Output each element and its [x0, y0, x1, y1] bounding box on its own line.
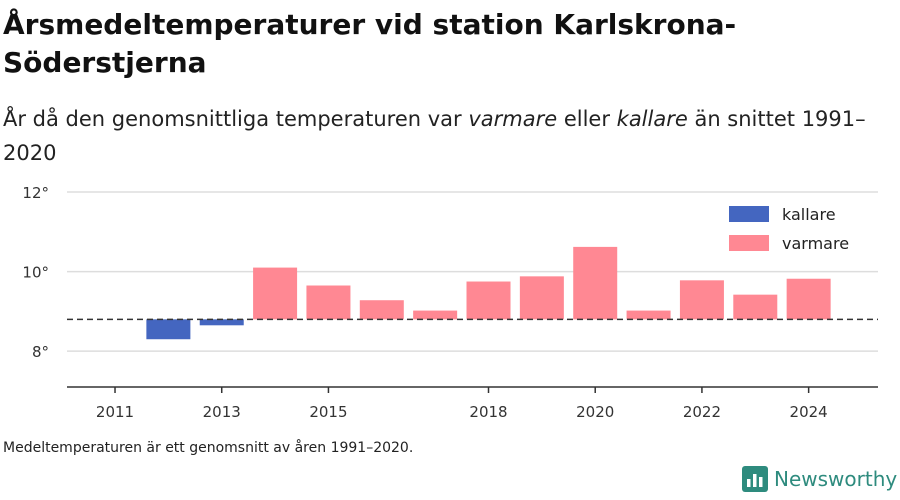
bar-varmare [253, 267, 298, 320]
y-tick-label: 12° [22, 184, 49, 202]
bar-kallare [199, 319, 244, 326]
bar-varmare [359, 300, 404, 320]
x-tick-label: 2015 [309, 403, 347, 421]
bar-kallare [146, 319, 191, 340]
bar-varmare [306, 285, 351, 320]
bar-chart-logo-icon [742, 466, 768, 492]
footnote: Medeltemperaturen är ett genomsnitt av å… [3, 440, 414, 456]
legend-label-varmare: varmare [782, 234, 849, 253]
x-tick-label: 2024 [790, 403, 828, 421]
bar-varmare [519, 276, 564, 320]
bar-varmare [573, 246, 618, 320]
brand-logo[interactable]: Newsworthy [742, 466, 897, 492]
bar-varmare [466, 281, 511, 320]
subtitle-emphasis-warmer: varmare [468, 107, 558, 131]
subtitle-part-3: än snittet 1991–2020 [3, 107, 866, 165]
y-tick-label: 10° [22, 264, 49, 282]
legend-swatch-varmare [729, 235, 769, 251]
subtitle-part-1: År då den genomsnittliga temperaturen va… [3, 107, 469, 131]
legend-swatch-kallare [729, 206, 769, 222]
chart-subtitle: År då den genomsnittliga temperaturen va… [3, 102, 883, 170]
subtitle-emphasis-colder: kallare [616, 107, 688, 131]
bar-varmare [679, 280, 724, 320]
subtitle-part-2: eller [557, 107, 617, 131]
bar-varmare [413, 310, 458, 320]
bar-varmare [733, 294, 778, 320]
x-tick-label: 2018 [469, 403, 507, 421]
bar-varmare [626, 310, 671, 320]
bar-varmare [786, 278, 831, 320]
y-tick-label: 8° [32, 343, 49, 361]
x-tick-label: 2013 [203, 403, 241, 421]
x-tick-label: 2022 [683, 403, 721, 421]
chart-title: Årsmedeltemperaturer vid station Karlskr… [3, 8, 737, 79]
x-tick-label: 2020 [576, 403, 614, 421]
legend-label-kallare: kallare [782, 205, 836, 224]
brand-name: Newsworthy [774, 467, 898, 491]
x-tick-label: 2011 [96, 403, 134, 421]
